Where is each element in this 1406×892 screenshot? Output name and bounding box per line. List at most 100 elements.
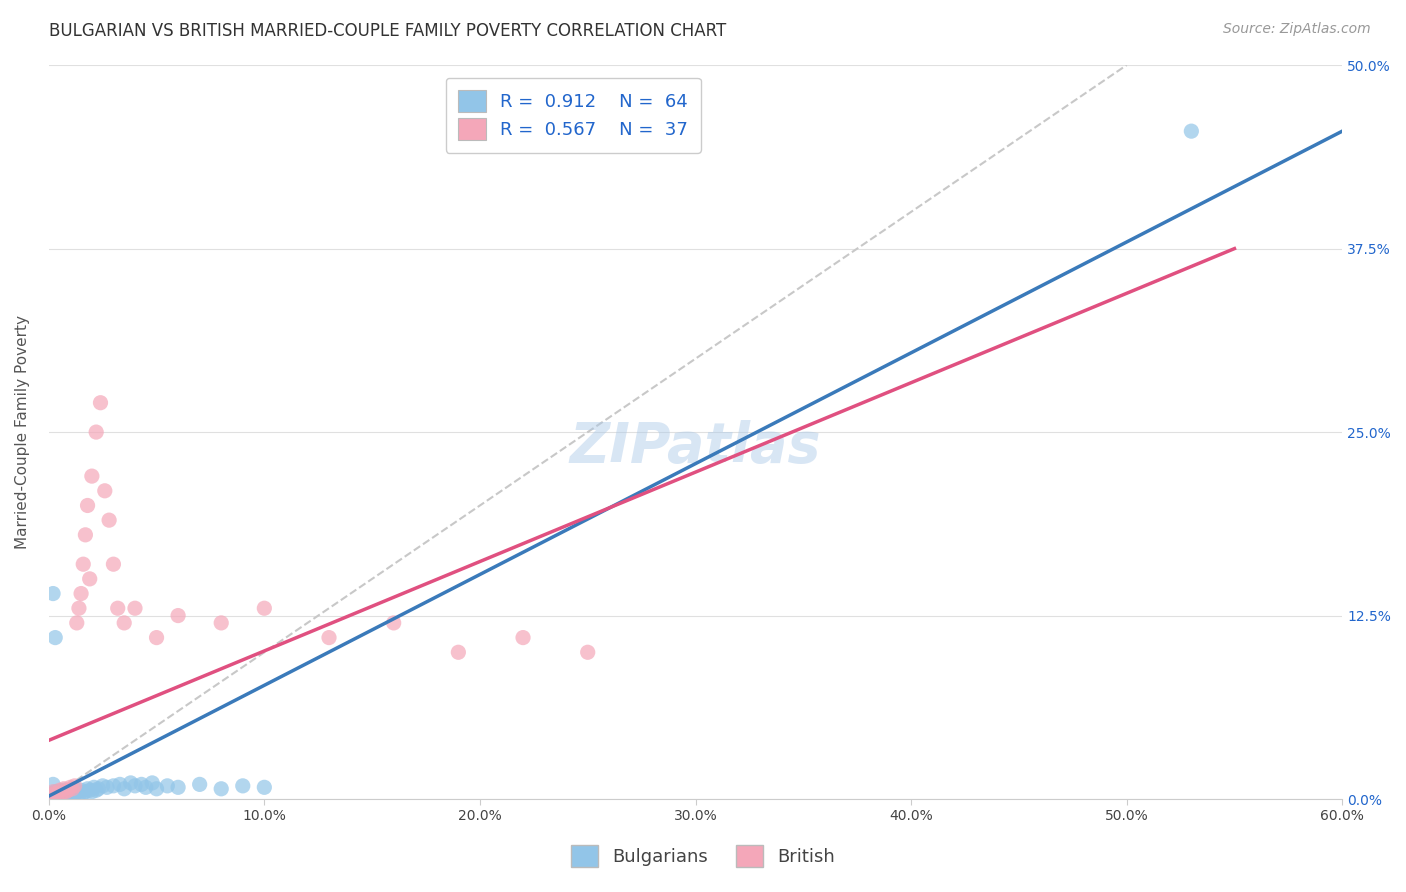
Point	[42, 777, 65, 791]
Point	[46, 790, 69, 805]
Point	[42, 788, 65, 802]
Point	[70, 586, 93, 600]
Point	[44, 790, 66, 805]
Point	[167, 780, 190, 795]
Point	[232, 779, 254, 793]
Point	[96, 780, 118, 795]
Point	[94, 483, 117, 498]
Point	[55, 788, 77, 802]
Legend: R =  0.912    N =  64, R =  0.567    N =  37: R = 0.912 N = 64, R = 0.567 N = 37	[446, 78, 700, 153]
Point	[66, 785, 89, 799]
Point	[447, 645, 470, 659]
Point	[48, 783, 70, 797]
Point	[55, 785, 77, 799]
Point	[48, 788, 70, 802]
Point	[89, 395, 111, 409]
Point	[44, 789, 66, 804]
Point	[108, 777, 131, 791]
Point	[55, 785, 77, 799]
Point	[39, 789, 62, 804]
Point	[167, 608, 190, 623]
Point	[59, 788, 82, 802]
Point	[1180, 124, 1202, 138]
Point	[98, 513, 121, 527]
Point	[209, 615, 232, 630]
Point	[59, 780, 82, 795]
Point	[91, 779, 114, 793]
Point	[576, 645, 599, 659]
Point	[52, 789, 75, 804]
Point	[44, 786, 66, 800]
Point	[253, 601, 276, 615]
Point	[56, 783, 79, 797]
Text: ZIPatlas: ZIPatlas	[569, 420, 821, 474]
Point	[80, 469, 103, 483]
Point	[124, 601, 146, 615]
Legend: Bulgarians, British: Bulgarians, British	[564, 838, 842, 874]
Point	[135, 780, 157, 795]
Point	[42, 785, 65, 799]
Point	[51, 786, 73, 800]
Point	[46, 785, 69, 799]
Point	[44, 786, 66, 800]
Point	[44, 631, 66, 645]
Point	[75, 528, 97, 542]
Point	[76, 499, 98, 513]
Point	[75, 785, 97, 799]
Point	[156, 779, 179, 793]
Y-axis label: Married-Couple Family Poverty: Married-Couple Family Poverty	[15, 315, 30, 549]
Point	[51, 785, 73, 799]
Point	[51, 788, 73, 802]
Point	[72, 786, 94, 800]
Point	[84, 425, 107, 439]
Point	[48, 786, 70, 800]
Point	[103, 779, 125, 793]
Point	[112, 781, 135, 796]
Text: BULGARIAN VS BRITISH MARRIED-COUPLE FAMILY POVERTY CORRELATION CHART: BULGARIAN VS BRITISH MARRIED-COUPLE FAMI…	[49, 22, 727, 40]
Point	[87, 781, 110, 796]
Point	[66, 615, 89, 630]
Point	[51, 790, 73, 805]
Point	[112, 615, 135, 630]
Point	[63, 781, 86, 796]
Point	[39, 790, 62, 805]
Point	[59, 783, 82, 797]
Point	[52, 786, 75, 800]
Point	[84, 783, 107, 797]
Point	[63, 788, 86, 802]
Point	[56, 789, 79, 804]
Point	[382, 615, 405, 630]
Point	[70, 783, 93, 797]
Point	[67, 788, 90, 802]
Point	[79, 572, 101, 586]
Point	[318, 631, 340, 645]
Point	[145, 631, 167, 645]
Point	[253, 780, 276, 795]
Point	[145, 781, 167, 796]
Point	[209, 781, 232, 796]
Point	[52, 781, 75, 796]
Point	[52, 783, 75, 797]
Point	[512, 631, 534, 645]
Point	[62, 781, 84, 796]
Point	[131, 777, 153, 791]
Point	[107, 601, 129, 615]
Point	[79, 783, 101, 797]
Point	[67, 601, 90, 615]
Point	[48, 789, 70, 804]
Point	[42, 586, 65, 600]
Point	[188, 777, 211, 791]
Point	[83, 780, 105, 795]
Point	[44, 785, 66, 799]
Point	[62, 786, 84, 800]
Point	[42, 790, 65, 805]
Point	[103, 558, 125, 572]
Point	[46, 788, 69, 802]
Point	[42, 789, 65, 804]
Point	[120, 776, 142, 790]
Point	[76, 781, 98, 796]
Text: Source: ZipAtlas.com: Source: ZipAtlas.com	[1223, 22, 1371, 37]
Point	[141, 776, 163, 790]
Point	[124, 779, 146, 793]
Point	[80, 785, 103, 799]
